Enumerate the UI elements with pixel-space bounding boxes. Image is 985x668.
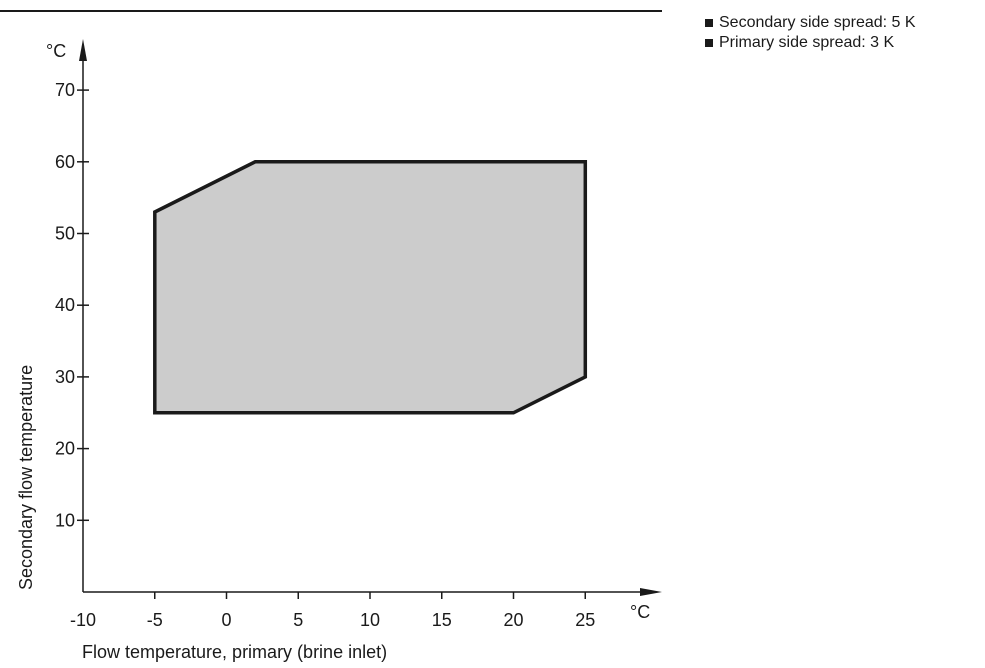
y-tick-label: 40	[55, 295, 75, 315]
axes: -10 -5 0 5 10 15 20 25 10 20 30 40 50 60 70	[55, 39, 662, 630]
x-tick-label: 20	[503, 610, 523, 630]
legend-item-primary-spread: Primary side spread: 3 K	[705, 33, 916, 53]
x-axis-arrow-icon	[640, 588, 662, 596]
legend: Secondary side spread: 5 K Primary side …	[705, 13, 916, 53]
y-axis-arrow-icon	[79, 39, 87, 61]
x-tick-label: 0	[221, 610, 231, 630]
plot-area	[153, 160, 588, 415]
legend-item-secondary-spread: Secondary side spread: 5 K	[705, 13, 916, 33]
y-tick-label: 50	[55, 224, 75, 244]
legend-label: Secondary side spread: 5 K	[719, 14, 916, 31]
x-tick-label: -10	[70, 610, 96, 630]
y-tick-label: 30	[55, 367, 75, 387]
x-axis-unit: °C	[630, 602, 650, 622]
y-tick-label: 70	[55, 80, 75, 100]
x-tick-label: -5	[147, 610, 163, 630]
operating-range-area	[153, 160, 588, 415]
legend-label: Primary side spread: 3 K	[719, 34, 895, 51]
y-tick-label: 60	[55, 152, 75, 172]
y-tick-label: 20	[55, 439, 75, 459]
x-tick-label: 10	[360, 610, 380, 630]
y-axis-unit: °C	[46, 41, 66, 61]
y-tick-label: 10	[55, 510, 75, 530]
square-bullet-icon	[705, 39, 713, 47]
square-bullet-icon	[705, 19, 713, 27]
x-tick-label: 5	[293, 610, 303, 630]
x-axis-label: Flow temperature, primary (brine inlet)	[82, 642, 387, 662]
y-axis-label: Secondary flow temperature	[16, 365, 36, 590]
x-tick-label: 25	[575, 610, 595, 630]
x-tick-label: 15	[432, 610, 452, 630]
